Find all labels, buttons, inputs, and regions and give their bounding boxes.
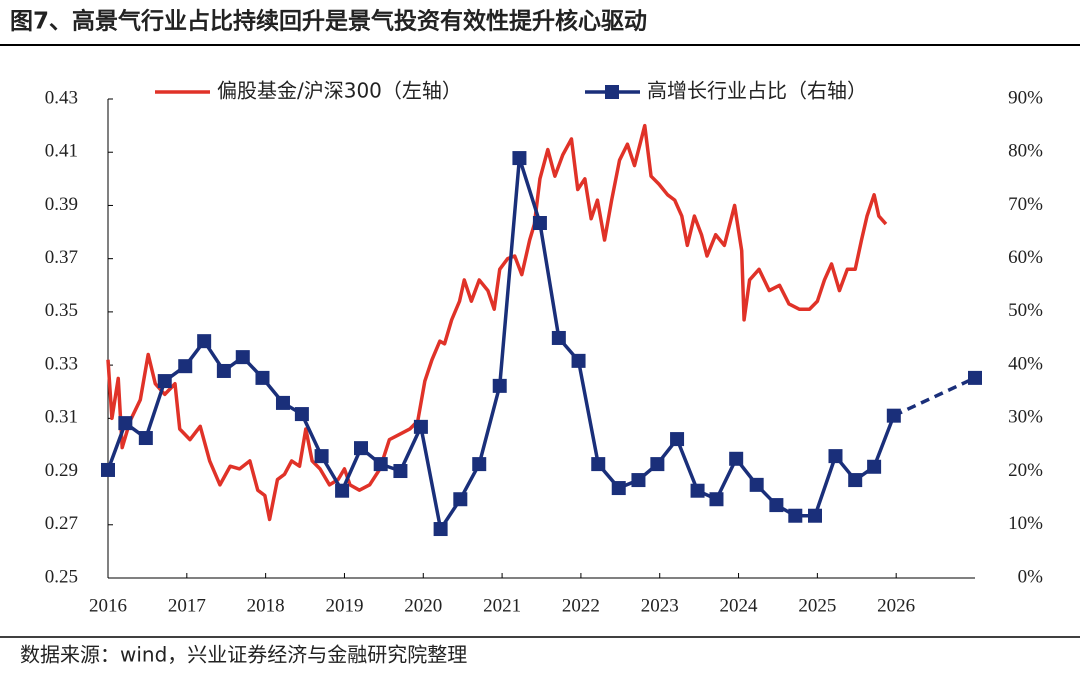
y-tick-label: 0.25 [45, 566, 78, 587]
y2-tick-label: 40% [1008, 353, 1043, 374]
point-marker [294, 407, 309, 422]
point-marker [235, 350, 250, 365]
y-tick-label: 0.29 [45, 460, 78, 481]
point-marker [650, 457, 665, 472]
x-tick-label: 2016 [89, 595, 127, 616]
chart-title: 图7、高景气行业占比持续回升是景气投资有效性提升核心驱动 [10, 8, 647, 35]
point-marker [512, 151, 527, 166]
point-marker [138, 431, 153, 446]
point-marker [118, 416, 133, 431]
y-tick-label: 0.39 [45, 194, 78, 215]
point-marker [413, 419, 428, 434]
y-tick-label: 0.31 [45, 407, 78, 428]
point-marker [571, 353, 586, 368]
legend-label: 偏股基金/沪深300（左轴） [217, 79, 462, 103]
y2-tick-label: 10% [1008, 513, 1043, 534]
point-marker [255, 370, 270, 385]
point-marker [314, 449, 329, 464]
point-marker [670, 432, 685, 447]
series-line-dashed [893, 376, 976, 418]
legend-marker [605, 85, 619, 99]
point-marker [968, 370, 982, 385]
y2-tick-label: 90% [1008, 87, 1043, 108]
point-marker [178, 359, 193, 374]
point-marker [101, 462, 115, 477]
x-tick-label: 2021 [483, 595, 521, 616]
x-tick-label: 2025 [798, 595, 836, 616]
point-marker [275, 395, 290, 410]
point-marker [373, 457, 388, 472]
x-tick-label: 2019 [325, 595, 363, 616]
y-tick-label: 0.43 [45, 87, 78, 108]
point-marker [492, 378, 507, 393]
point-marker [886, 408, 901, 423]
x-tick-label: 2020 [404, 595, 442, 616]
point-marker [551, 330, 566, 345]
point-marker [197, 334, 212, 349]
point-marker [828, 449, 843, 464]
point-marker [611, 481, 626, 496]
y-tick-label: 0.41 [45, 141, 78, 162]
x-tick-label: 2024 [720, 595, 759, 616]
point-marker [631, 473, 646, 488]
x-tick-label: 2023 [641, 595, 679, 616]
point-marker [709, 492, 724, 507]
y2-tick-label: 50% [1008, 300, 1043, 321]
point-marker [848, 473, 863, 488]
point-marker [472, 457, 487, 472]
point-marker [807, 508, 822, 523]
point-marker [867, 459, 882, 474]
point-marker [335, 483, 350, 498]
point-marker [729, 451, 744, 466]
x-tick-label: 2018 [247, 595, 285, 616]
y2-tick-label: 20% [1008, 460, 1043, 481]
x-tick-label: 2026 [877, 595, 915, 616]
point-marker [788, 508, 803, 523]
y-tick-label: 0.33 [45, 353, 78, 374]
point-marker [157, 374, 172, 389]
series-line [106, 123, 888, 522]
source-note: 数据来源：wind，兴业证券经济与金融研究院整理 [20, 643, 467, 667]
point-marker [532, 216, 547, 231]
point-marker [749, 477, 764, 492]
y2-tick-label: 30% [1008, 407, 1043, 428]
y-tick-label: 0.37 [45, 247, 78, 268]
point-marker [216, 363, 231, 378]
x-tick-label: 2017 [168, 595, 206, 616]
point-marker [591, 457, 606, 472]
point-marker [433, 522, 448, 537]
y-tick-label: 0.27 [45, 513, 78, 534]
point-marker [769, 498, 784, 513]
y2-tick-label: 0% [1018, 566, 1044, 587]
y-tick-label: 0.35 [45, 300, 78, 321]
y2-tick-label: 60% [1008, 247, 1043, 268]
x-tick-label: 2022 [562, 595, 600, 616]
point-marker [393, 464, 408, 479]
y2-tick-label: 70% [1008, 194, 1043, 215]
point-marker [453, 492, 468, 507]
point-marker [690, 483, 705, 498]
legend-label: 高增长行业占比（右轴） [647, 79, 867, 103]
y2-tick-label: 80% [1008, 141, 1043, 162]
point-marker [354, 441, 369, 456]
